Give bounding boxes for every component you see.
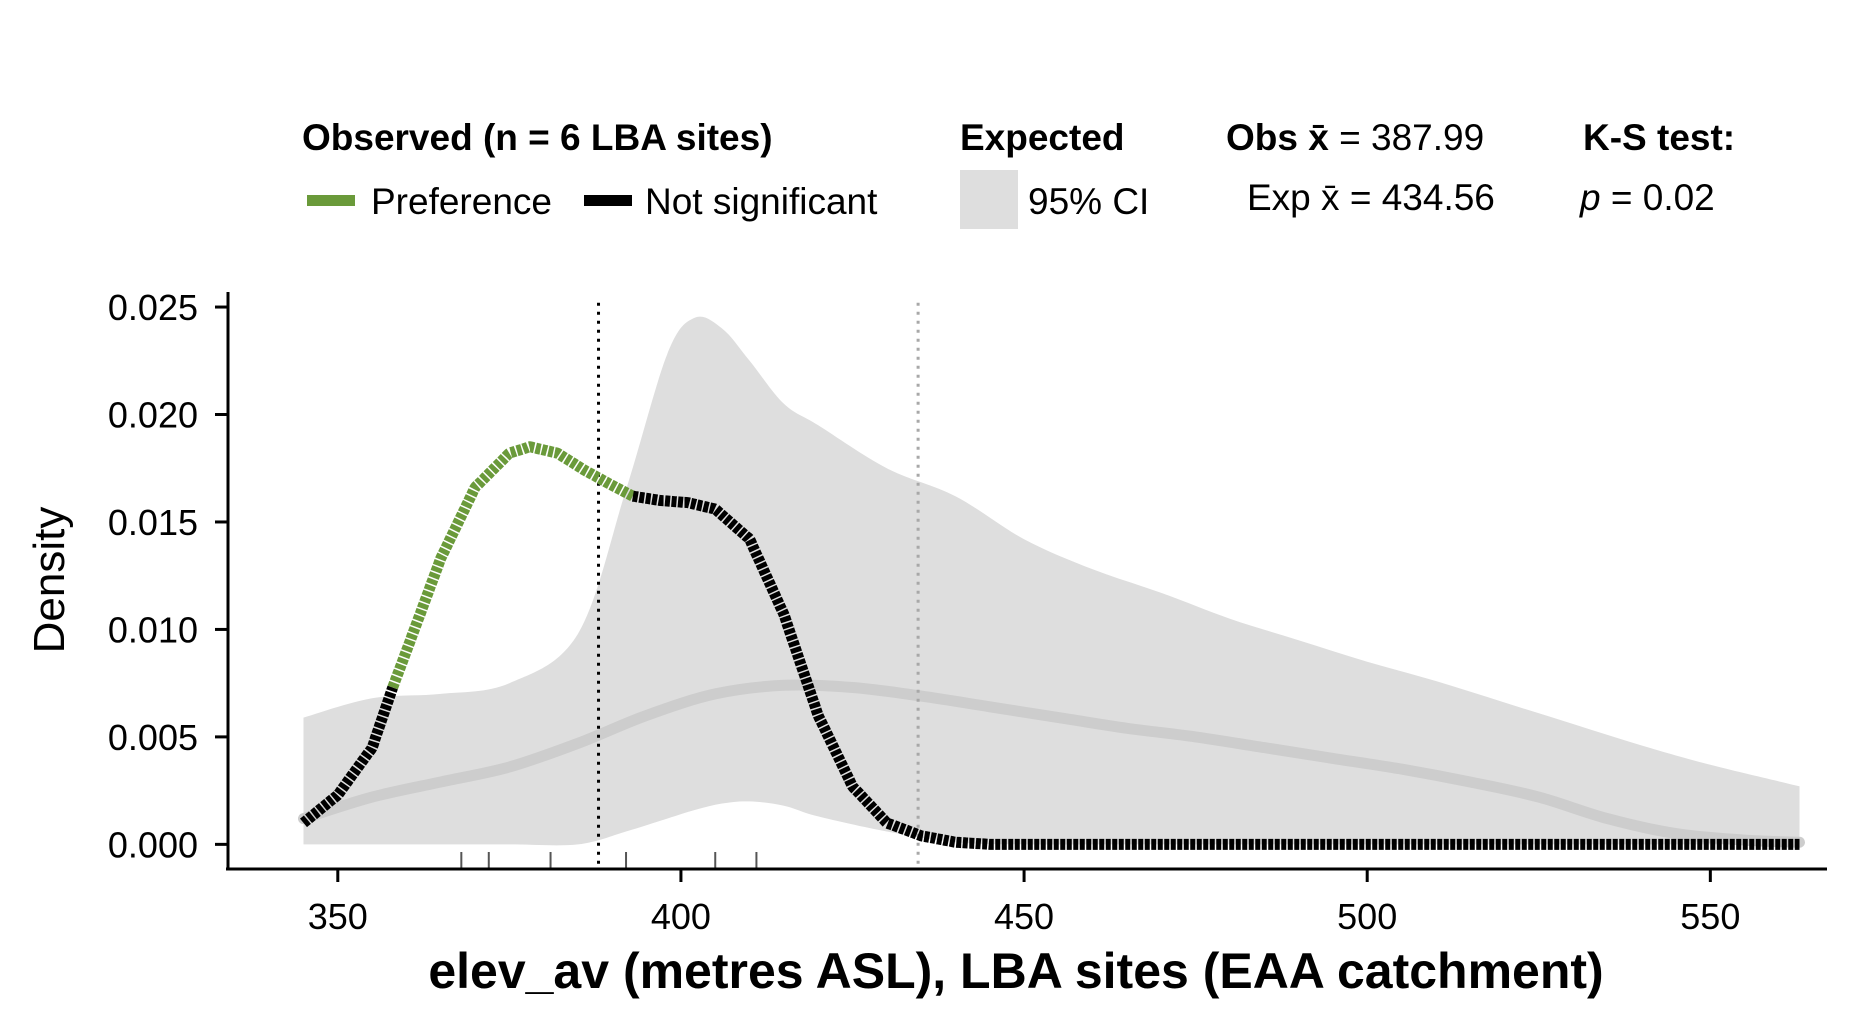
obs-mean-symbol: x̄ [1308,117,1329,158]
legend-not-significant-swatch [584,195,632,206]
exp-mean-value: = 434.56 [1340,177,1495,218]
exp-mean-prefix: Exp [1247,177,1321,218]
legend-ks-p: p = 0.02 [1579,177,1715,218]
p-symbol: p [1579,177,1601,218]
expected-density-line [298,679,1805,848]
obs-mean-prefix: Obs [1226,117,1308,158]
x-axis-title: elev_av (metres ASL), LBA sites (EAA cat… [428,943,1603,999]
x-tick-label-1: 400 [651,896,711,937]
p-value: = 0.02 [1601,177,1715,218]
y-tick-label-5: 0.025 [108,287,198,328]
plot-area: 0.000 0.005 0.010 0.015 0.020 0.025 350 400 450 5… [108,287,1827,937]
y-tick-label-3: 0.015 [108,502,198,543]
legend-ci-label: 95% CI [1028,181,1149,222]
legend-expected-title: Expected [960,117,1125,158]
legend-exp-mean: Exp x̄ = 434.56 [1247,177,1495,218]
observed-not-significant-right [631,490,1800,850]
y-tick-label-0: 0.000 [108,824,198,865]
observed-not-significant-left [299,685,398,828]
legend-observed-title: Observed (n = 6 LBA sites) [302,117,773,158]
y-tick-label-4: 0.020 [108,395,198,436]
legend-ci-swatch [960,170,1018,229]
legend-not-significant-label: Not significant [645,181,878,222]
y-axis-title: Density [25,507,74,654]
legend-obs-mean: Obs x̄ = 387.99 [1226,117,1484,158]
exp-mean-symbol: x̄ [1321,177,1340,218]
obs-mean-value: = 387.99 [1329,117,1484,158]
y-tick-label-2: 0.010 [108,609,198,650]
legend-ks-title: K-S test: [1583,117,1735,158]
x-tick-label-4: 550 [1680,896,1740,937]
x-tick-label-3: 500 [1337,896,1397,937]
x-tick-label-2: 450 [994,896,1054,937]
legend-preference-swatch [307,195,355,206]
ci-band [303,316,1800,846]
x-tick-label-0: 350 [308,896,368,937]
observed-preference-segment [387,441,636,690]
legend-preference-label: Preference [371,181,552,222]
y-tick-label-1: 0.005 [108,717,198,758]
